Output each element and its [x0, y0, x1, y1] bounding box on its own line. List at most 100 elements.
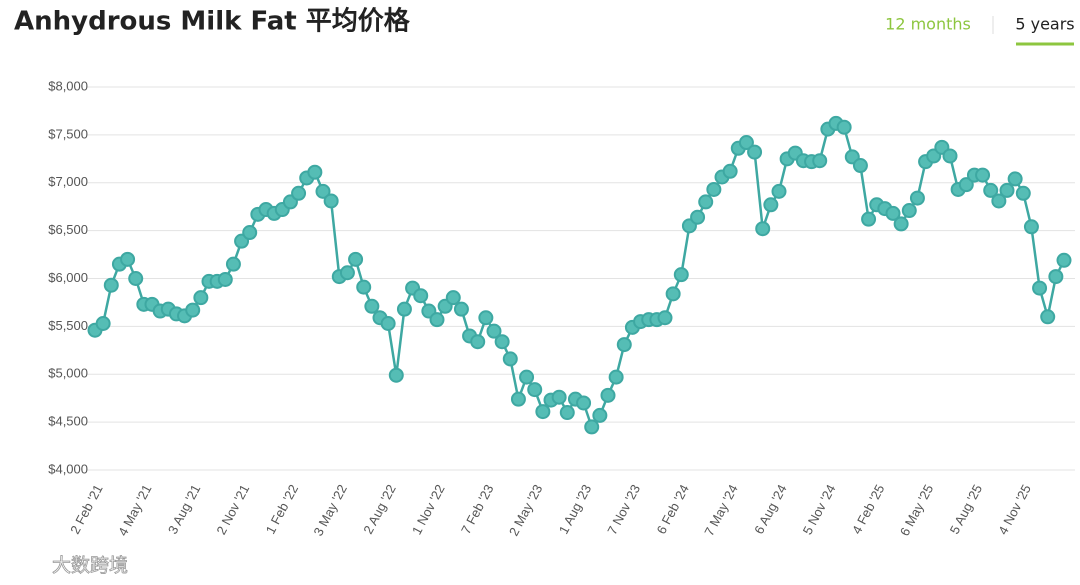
x-tick-label: 2 May '23 — [506, 482, 546, 538]
point — [307, 164, 323, 180]
point — [975, 167, 991, 183]
point — [608, 369, 624, 385]
point — [315, 183, 331, 199]
x-tick-label: 1 Feb '22 — [263, 482, 302, 537]
point — [983, 182, 999, 198]
line — [94, 121, 1066, 430]
point — [1007, 171, 1023, 187]
point — [665, 286, 681, 302]
point — [861, 211, 877, 227]
point — [551, 389, 567, 405]
x-tick-label: 4 May '21 — [115, 482, 155, 538]
x-tick-label: 6 Feb '24 — [653, 482, 692, 537]
point — [657, 310, 673, 326]
x-tick-label: 7 Nov '23 — [604, 482, 643, 537]
x-tick-label: 4 Nov '25 — [995, 482, 1034, 537]
point — [494, 334, 510, 350]
point — [388, 367, 404, 383]
point — [901, 203, 917, 219]
x-tick-label: 1 Nov '22 — [409, 482, 448, 537]
point — [128, 271, 144, 286]
x-tick-label: 6 May '25 — [897, 482, 937, 538]
point — [217, 271, 233, 287]
point — [445, 290, 461, 306]
y-tick-label: $7,500 — [48, 126, 88, 141]
x-tick-label: 3 Aug '21 — [165, 482, 204, 537]
point — [852, 158, 868, 174]
point — [242, 225, 258, 241]
point — [559, 405, 575, 421]
point — [470, 334, 486, 350]
y-tick-label: $7,000 — [48, 174, 88, 189]
point — [999, 182, 1015, 198]
point — [747, 144, 763, 160]
chart-title: Anhydrous Milk Fat 平均价格 — [14, 6, 411, 37]
x-tick-label: 4 Feb '25 — [849, 482, 888, 537]
point — [120, 251, 136, 267]
point — [1015, 185, 1031, 201]
y-tick-label: $5,500 — [48, 318, 88, 333]
point — [1032, 280, 1048, 296]
point — [706, 181, 722, 197]
point — [1048, 269, 1064, 285]
point — [527, 382, 543, 398]
point — [673, 267, 689, 283]
point — [103, 277, 119, 293]
x-tick-label: 7 May '24 — [701, 482, 741, 538]
point — [893, 216, 909, 232]
x-tick-label: 5 Nov '24 — [800, 482, 839, 537]
point — [1023, 219, 1039, 235]
x-tick-label: 2 Feb '21 — [67, 482, 106, 537]
point — [738, 135, 754, 151]
y-tick-label: $5,000 — [48, 366, 88, 381]
point — [396, 301, 412, 317]
point — [193, 290, 209, 306]
point — [364, 298, 380, 314]
point — [429, 312, 445, 328]
point — [453, 301, 469, 317]
watermark: 大数跨境 — [52, 555, 128, 577]
x-tick-label: 2 Aug '22 — [360, 482, 399, 537]
tab[interactable]: 5 years — [1015, 15, 1074, 34]
point — [690, 209, 706, 225]
plot: $4,000 $4,500 $5,000 $5,500 $6,000 $6,500 $7,0… — [48, 78, 1075, 538]
point — [771, 183, 787, 199]
point — [502, 351, 518, 367]
point — [486, 323, 502, 339]
point — [95, 316, 111, 332]
point — [763, 197, 779, 213]
y-tick-label: $8,000 — [48, 78, 88, 93]
point — [616, 337, 632, 353]
point — [909, 190, 925, 206]
point — [592, 407, 608, 423]
y-tick-label: $4,000 — [48, 461, 88, 476]
point — [339, 265, 355, 281]
point — [380, 316, 396, 332]
point — [991, 193, 1007, 209]
point — [510, 391, 526, 407]
point — [698, 194, 714, 210]
point — [576, 395, 592, 411]
point — [478, 310, 494, 326]
tab[interactable]: 12 months — [885, 15, 971, 34]
point — [185, 302, 201, 318]
point — [291, 185, 307, 201]
point — [755, 221, 771, 237]
x-tick-label: 5 Aug '25 — [947, 482, 986, 537]
point — [356, 279, 372, 295]
point — [413, 288, 429, 304]
x-tick-label: 1 Aug '23 — [556, 482, 595, 537]
point — [722, 163, 738, 179]
point — [535, 404, 551, 420]
x-tick-label: 2 Nov '21 — [213, 482, 252, 537]
point — [348, 251, 364, 267]
point — [812, 153, 828, 169]
point — [584, 419, 600, 435]
point — [942, 148, 958, 164]
y-tick-label: $6,000 — [48, 270, 88, 285]
point — [600, 387, 616, 403]
y-tick-label: $4,500 — [48, 414, 88, 429]
point — [885, 205, 901, 221]
x-tick-label: 3 May '22 — [310, 482, 350, 538]
